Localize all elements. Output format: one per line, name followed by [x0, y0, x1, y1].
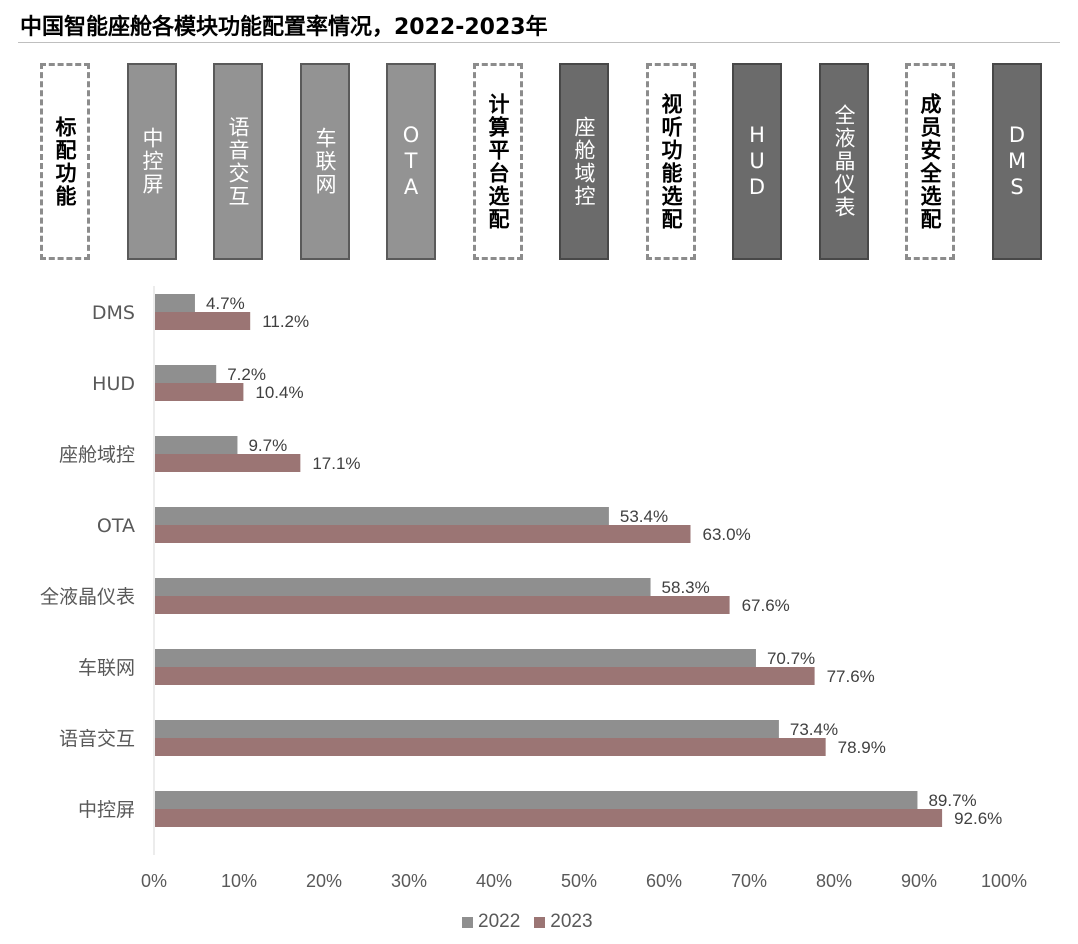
module-box-11: DMS [992, 63, 1042, 260]
x-tick-label: 10% [221, 871, 257, 891]
module-box-4: OTA [386, 63, 436, 260]
module-box-label: HUD [745, 122, 769, 201]
x-tick-label: 80% [816, 871, 852, 891]
module-box-label: 语音交互 [226, 115, 250, 208]
category-label: OTA [97, 515, 135, 537]
value-label-2022: 7.2% [227, 365, 266, 384]
module-box-label: 计算平台选配 [486, 92, 510, 231]
legend-swatch-2023 [534, 916, 546, 928]
legend-label-2022: 2022 [478, 911, 521, 932]
category-label: 语音交互 [59, 728, 135, 750]
bar-2022 [155, 507, 609, 525]
module-box-label: OTA [399, 122, 423, 201]
module-box-8: HUD [732, 63, 782, 260]
module-box-label: 中控屏 [140, 127, 164, 196]
value-label-2023: 11.2% [262, 312, 309, 331]
bar-2022 [155, 436, 238, 454]
x-tick-label: 20% [306, 871, 342, 891]
legend-item-2022: 2022 [462, 911, 520, 933]
value-label-2022: 53.4% [620, 507, 668, 526]
module-box-label: DMS [1005, 122, 1029, 201]
module-box-label: 座舱域控 [572, 115, 596, 208]
x-tick-label: 100% [981, 871, 1027, 891]
chart-title: 中国智能座舱各模块功能配置率情况，2022-2023年 [20, 15, 548, 40]
bar-2023 [155, 738, 826, 756]
title-divider [18, 42, 1060, 43]
value-label-2022: 9.7% [248, 436, 287, 455]
x-tick-label: 90% [901, 871, 937, 891]
bar-2022 [155, 578, 651, 596]
value-label-2022: 70.7% [767, 649, 815, 668]
bar-2023 [155, 312, 251, 330]
legend-swatch-2022 [462, 916, 473, 928]
bar-2022 [155, 791, 918, 809]
module-box-3: 车联网 [300, 63, 350, 260]
x-tick-label: 40% [476, 871, 512, 891]
bar-2023 [155, 809, 943, 827]
value-label-2023: 77.6% [827, 667, 875, 686]
value-label-2023: 92.6% [954, 809, 1002, 828]
bar-2022 [155, 294, 195, 312]
x-tick-label: 50% [561, 871, 597, 891]
value-label-2022: 4.7% [206, 294, 245, 313]
x-tick-label: 60% [646, 871, 682, 891]
category-label: HUD [92, 373, 135, 395]
legend: 2022 2023 [462, 911, 593, 933]
bar-2023 [155, 454, 301, 472]
bar-2023 [155, 596, 730, 614]
bar-2023 [155, 383, 244, 401]
bar-2023 [155, 525, 691, 543]
bar-2022 [155, 720, 779, 738]
legend-item-2023: 2023 [534, 911, 593, 933]
value-label-2023: 17.1% [312, 454, 360, 473]
module-box-7: 视听功能选配 [646, 63, 696, 260]
module-box-2: 语音交互 [213, 63, 263, 260]
module-box-9: 全液晶仪表 [819, 63, 869, 260]
module-box-label: 视听功能选配 [659, 92, 683, 231]
module-box-1: 中控屏 [127, 63, 177, 260]
value-label-2022: 58.3% [662, 578, 710, 597]
bar-2023 [155, 667, 815, 685]
module-box-label: 全液晶仪表 [832, 104, 856, 219]
value-label-2023: 67.6% [742, 596, 790, 615]
value-label-2022: 73.4% [790, 720, 838, 739]
bar-2022 [155, 649, 756, 667]
category-label: DMS [92, 302, 135, 324]
module-box-0: 标配功能 [40, 63, 90, 260]
x-tick-label: 70% [731, 871, 767, 891]
module-box-label: 标配功能 [53, 115, 77, 208]
value-label-2023: 10.4% [255, 383, 303, 402]
category-label: 全液晶仪表 [40, 586, 135, 608]
category-label: 车联网 [78, 657, 135, 679]
module-box-label: 成员安全选配 [918, 92, 942, 231]
category-label: 座舱域控 [59, 444, 135, 466]
value-label-2022: 89.7% [928, 791, 976, 810]
value-label-2023: 63.0% [703, 525, 751, 544]
module-box-6: 座舱域控 [559, 63, 609, 260]
bar-2022 [155, 365, 217, 383]
module-box-label: 车联网 [313, 127, 337, 196]
value-label-2023: 78.9% [838, 738, 886, 757]
module-box-5: 计算平台选配 [473, 63, 523, 260]
x-tick-label: 0% [141, 871, 167, 891]
x-tick-label: 30% [391, 871, 427, 891]
legend-label-2023: 2023 [550, 911, 593, 932]
category-label: 中控屏 [78, 799, 135, 821]
module-box-10: 成员安全选配 [905, 63, 955, 260]
